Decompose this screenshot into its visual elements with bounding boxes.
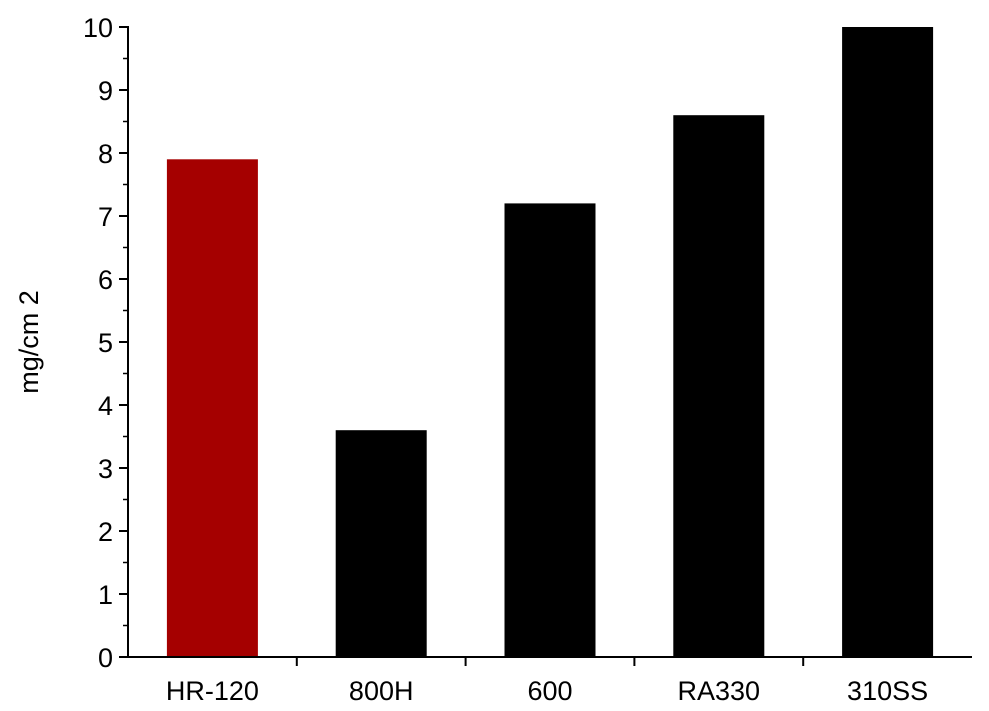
y-tick-label: 2: [98, 517, 113, 547]
y-tick-label: 9: [98, 76, 113, 106]
x-tick-label: RA330: [678, 676, 761, 706]
y-tick-label: 7: [98, 202, 113, 232]
y-ticks-group: 0 1 2 3 4 5 6 7 8 9 10: [83, 13, 128, 673]
y-tick-label: 5: [98, 328, 113, 358]
y-tick-label: 8: [98, 139, 113, 169]
bar-310ss: [842, 27, 934, 657]
bar-ra330: [673, 115, 765, 657]
bars-group: [166, 27, 934, 658]
y-tick-label: 1: [98, 580, 113, 610]
y-tick-label: 0: [98, 643, 113, 673]
bar-800h: [335, 430, 427, 657]
y-tick-label: 3: [98, 454, 113, 484]
bar-600: [504, 203, 596, 657]
x-tick-label: 600: [527, 676, 572, 706]
y-axis-title: mg/cm 2: [14, 290, 44, 394]
x-tick-label: HR-120: [166, 676, 259, 706]
y-tick-label: 6: [98, 265, 113, 295]
x-tick-label: 800H: [349, 676, 414, 706]
y-tick-label: 10: [83, 13, 113, 43]
bar-hr-120: [166, 159, 258, 658]
y-tick-label: 4: [98, 391, 113, 421]
x-ticks-group: HR-120 800H 600 RA330 310SS: [166, 657, 928, 706]
x-tick-label: 310SS: [847, 676, 928, 706]
